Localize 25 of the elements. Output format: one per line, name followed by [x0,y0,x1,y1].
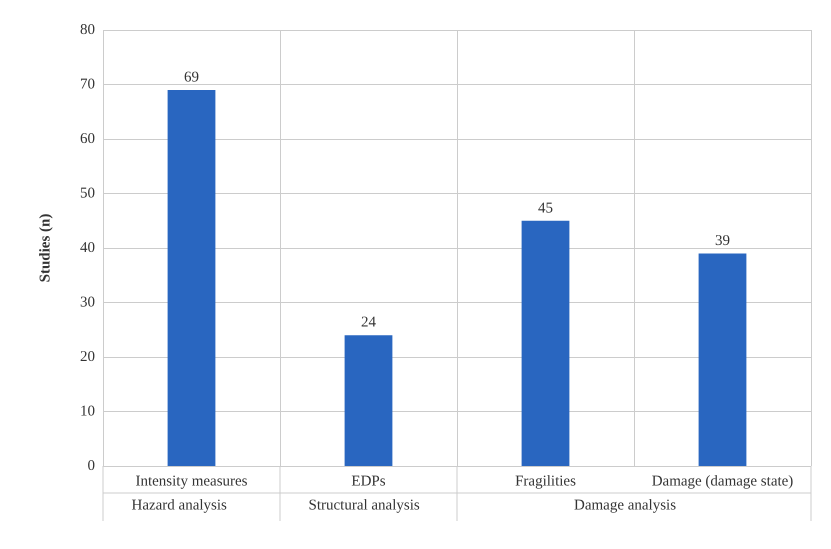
y-tick-label: 20 [80,349,95,365]
text: Hazard analysis [132,498,228,514]
y-tick-label: 80 [80,22,95,38]
data-label: 24 [361,314,376,331]
y-tick-label: 60 [80,131,95,147]
data-label: 39 [715,232,730,249]
y-tick-label: 70 [80,76,95,92]
x-tick-label: Fragilities [515,474,576,490]
x-tick-label: EDPs [351,474,386,490]
y-axis-title: Studies (n) [38,214,54,282]
text: Structural analysis [308,498,420,514]
x-tick-label: Damage (damage state) [652,474,794,490]
x-tick-label: Intensity measures [135,474,248,490]
y-tick-label: 50 [80,186,95,202]
bar [168,90,216,466]
y-tick-label: 40 [80,240,95,256]
bar [344,335,392,466]
data-label: 45 [538,200,553,216]
bar [522,220,570,466]
y-tick-label: 10 [80,404,95,420]
y-tick-label: 30 [80,294,95,310]
bar [698,253,746,466]
data-label: 69 [184,69,199,86]
y-tick-label: 0 [88,458,95,474]
text: Damage analysis [574,498,676,514]
